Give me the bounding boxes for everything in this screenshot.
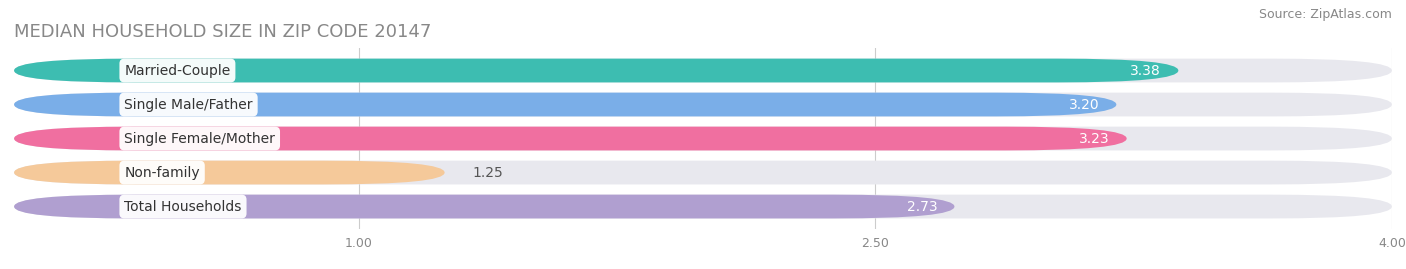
FancyBboxPatch shape — [14, 93, 1392, 116]
FancyBboxPatch shape — [14, 93, 1116, 116]
Text: MEDIAN HOUSEHOLD SIZE IN ZIP CODE 20147: MEDIAN HOUSEHOLD SIZE IN ZIP CODE 20147 — [14, 23, 432, 41]
Text: 3.20: 3.20 — [1069, 98, 1099, 112]
FancyBboxPatch shape — [14, 59, 1392, 82]
FancyBboxPatch shape — [14, 59, 1178, 82]
Text: Source: ZipAtlas.com: Source: ZipAtlas.com — [1258, 8, 1392, 21]
Text: 3.23: 3.23 — [1078, 132, 1109, 146]
FancyBboxPatch shape — [14, 127, 1126, 150]
FancyBboxPatch shape — [14, 127, 1392, 150]
Text: Single Female/Mother: Single Female/Mother — [124, 132, 276, 146]
Text: Total Households: Total Households — [124, 200, 242, 214]
FancyBboxPatch shape — [14, 195, 955, 218]
Text: 3.38: 3.38 — [1130, 63, 1161, 77]
FancyBboxPatch shape — [14, 195, 1392, 218]
FancyBboxPatch shape — [14, 161, 444, 185]
Text: 1.25: 1.25 — [472, 165, 503, 179]
Text: 2.73: 2.73 — [907, 200, 938, 214]
Text: Non-family: Non-family — [124, 165, 200, 179]
Text: Single Male/Father: Single Male/Father — [124, 98, 253, 112]
FancyBboxPatch shape — [14, 161, 1392, 185]
Text: Married-Couple: Married-Couple — [124, 63, 231, 77]
